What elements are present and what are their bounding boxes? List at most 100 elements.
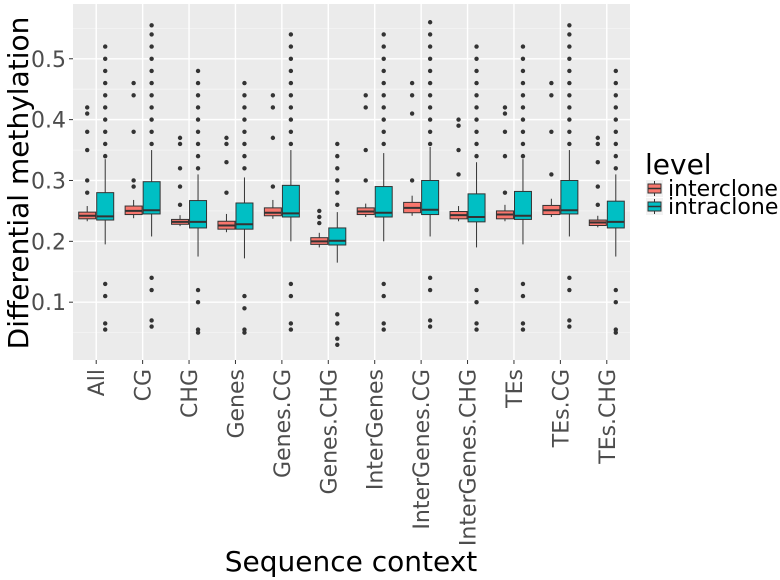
outlier-point [177, 184, 183, 189]
outlier-point [195, 68, 201, 74]
outlier-point [270, 105, 276, 110]
outlier-point [85, 147, 90, 153]
outlier-point [567, 324, 572, 329]
box-interclone-Genes.CHG [310, 208, 329, 248]
x-tick-label: TEs [503, 369, 528, 409]
outlier-point [288, 44, 294, 49]
box-interclone-Genes.CG [263, 93, 282, 219]
outlier-point [242, 153, 247, 159]
outlier-point [427, 20, 433, 25]
outlier-point [335, 342, 340, 347]
outlier-point [520, 327, 526, 332]
x-tick-label: CG [132, 369, 157, 401]
outlier-point [363, 93, 368, 98]
outlier-point [474, 129, 479, 134]
outlier-point [317, 220, 322, 226]
x-tick-label: Genes.CHG [317, 369, 342, 494]
outlier-point [520, 117, 526, 122]
outlier-point [149, 93, 154, 98]
outlier-point [363, 105, 368, 110]
box-intraclone-All [96, 44, 115, 332]
outlier-point [474, 327, 479, 332]
outlier-point [549, 129, 554, 134]
outlier-point [613, 68, 618, 74]
outlier-point [474, 93, 479, 98]
outlier-point [288, 93, 294, 98]
outlier-point [335, 153, 340, 159]
outlier-point [335, 166, 340, 171]
outlier-point [149, 44, 154, 49]
legend-title: level [645, 148, 712, 181]
y-tick-label: 0.5 [31, 48, 66, 73]
outlier-point [595, 141, 600, 147]
outlier-point [427, 117, 433, 122]
outlier-point [149, 287, 154, 293]
outlier-point [474, 321, 479, 326]
outlier-point [149, 318, 154, 323]
outlier-point [456, 117, 461, 122]
outlier-point [613, 93, 618, 98]
x-tick-label: InterGenes.CG [410, 369, 435, 530]
plot-panel [73, 4, 630, 360]
outlier-point [427, 93, 433, 98]
outlier-point [502, 111, 508, 116]
outlier-point [103, 293, 108, 299]
outlier-point [288, 32, 294, 37]
outlier-point [195, 287, 201, 293]
outlier-point [613, 80, 618, 86]
outlier-point [103, 153, 108, 159]
outlier-point [567, 105, 572, 110]
outlier-point [195, 330, 201, 335]
outlier-point [567, 44, 572, 49]
outlier-point [427, 324, 433, 329]
outlier-point [381, 129, 386, 134]
outlier-point [149, 23, 154, 28]
outlier-point [567, 275, 572, 281]
outlier-point [149, 105, 154, 110]
outlier-point [195, 93, 201, 98]
box-interclone-InterGenes.CHG [449, 117, 468, 222]
outlier-point [567, 80, 572, 86]
x-tick-label: TEs.CG [549, 369, 574, 448]
outlier-point [149, 141, 154, 147]
outlier-point [474, 141, 479, 147]
outlier-point [131, 178, 136, 183]
outlier-point [520, 281, 526, 287]
x-axis-title: Sequence context [225, 545, 478, 578]
outlier-point [103, 93, 108, 98]
outlier-point [288, 321, 294, 326]
outlier-point [288, 68, 294, 74]
outlier-point [195, 105, 201, 110]
box-intraclone-Genes.CHG [328, 141, 347, 347]
outlier-point [149, 117, 154, 122]
outlier-point [427, 129, 433, 134]
outlier-point [520, 293, 526, 299]
outlier-point [613, 105, 618, 110]
outlier-point [177, 141, 183, 147]
outlier-point [613, 299, 618, 305]
box-body [235, 202, 254, 230]
outlier-point [242, 105, 247, 110]
outlier-point [195, 80, 201, 86]
outlier-point [288, 56, 294, 61]
outlier-point [335, 202, 340, 208]
outlier-point [427, 141, 433, 147]
outlier-point [335, 312, 340, 317]
outlier-point [85, 190, 90, 195]
outlier-point [567, 23, 572, 28]
outlier-point [149, 32, 154, 37]
outlier-point [335, 336, 340, 341]
outlier-point [242, 141, 247, 147]
outlier-point [613, 153, 618, 159]
x-tick-label: Genes.CG [271, 369, 296, 478]
outlier-point [520, 68, 526, 74]
outlier-point [427, 287, 433, 293]
outlier-point [195, 299, 201, 305]
outlier-point [520, 141, 526, 147]
outlier-point [502, 105, 508, 110]
outlier-point [85, 111, 90, 116]
y-tick-label: 0.1 [31, 291, 66, 316]
outlier-point [502, 190, 508, 195]
outlier-point [567, 117, 572, 122]
outlier-point [288, 105, 294, 110]
